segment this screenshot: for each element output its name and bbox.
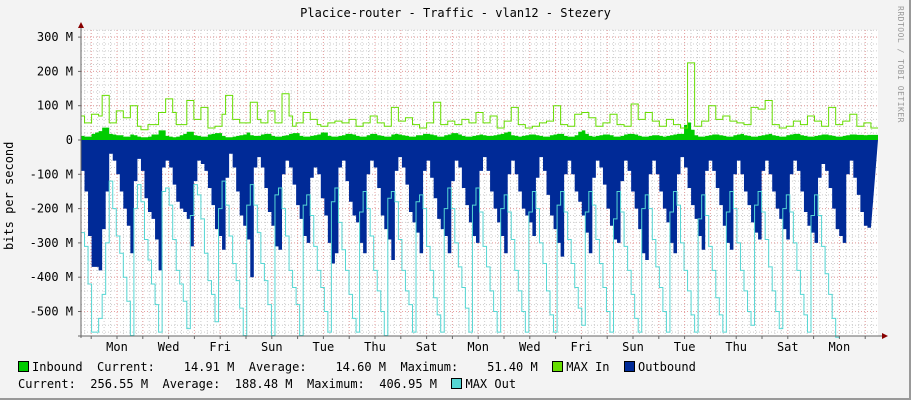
x-tick-label: Sun — [622, 340, 644, 354]
x-tick-label: Sat — [416, 340, 438, 354]
y-tick-label: 100 M — [37, 99, 73, 113]
x-tick-label: Sun — [261, 340, 283, 354]
x-tick-label: Fri — [571, 340, 593, 354]
y-tick-label: -300 M — [30, 236, 73, 250]
legend-inbound-label: Inbound — [32, 360, 83, 374]
legend-outbound-stats: Current: 256.55 M Average: 188.48 M Maxi… — [18, 377, 438, 391]
y-tick-label: -200 M — [30, 202, 73, 216]
legend-max-in-label: MAX In — [566, 360, 610, 374]
x-tick-label: Thu — [364, 340, 386, 354]
x-axis-arrow-icon — [882, 333, 888, 339]
max-in-swatch-icon — [552, 361, 564, 372]
x-tick-label: Mon — [467, 340, 489, 354]
x-tick-label: Mon — [829, 340, 851, 354]
x-tick-label: Sat — [777, 340, 799, 354]
max-in-line — [81, 62, 878, 131]
legend-row-outbound: Current: 256.55 M Average: 188.48 M Maxi… — [18, 377, 516, 391]
outbound-swatch-icon — [624, 361, 635, 372]
x-tick-label: Wed — [158, 340, 180, 354]
legend-max-out-label: MAX Out — [465, 377, 517, 391]
inbound-swatch-icon — [18, 361, 29, 372]
x-tick-label: Mon — [106, 340, 128, 354]
y-tick-label: 300 M — [37, 30, 73, 44]
legend-row-inbound: Inbound Current: 14.91 M Average: 14.60 … — [18, 360, 696, 374]
x-tick-label: Fri — [209, 340, 231, 354]
x-tick-label: Thu — [725, 340, 747, 354]
y-tick-label: -400 M — [30, 270, 73, 284]
y-tick-label: 0 — [66, 133, 73, 147]
inbound-area — [81, 122, 878, 140]
max-out-line — [81, 180, 840, 338]
legend-inbound-stats: Current: 14.91 M Average: 14.60 M Maximu… — [82, 360, 538, 374]
y-axis-arrow-icon — [78, 22, 84, 28]
y-tick-label: -500 M — [30, 305, 73, 319]
legend-outbound-label: Outbound — [638, 360, 696, 374]
chart-title: Placice-router - Traffic - vlan12 - Stez… — [300, 6, 611, 20]
y-tick-label: -100 M — [30, 167, 73, 181]
y-tick-label: 200 M — [37, 64, 73, 78]
x-tick-label: Tue — [313, 340, 335, 354]
max-out-swatch-icon — [451, 378, 463, 389]
x-tick-label: Wed — [519, 340, 541, 354]
watermark: RRDTOOL / TOBI OETIKER — [896, 6, 905, 123]
x-tick-label: Tue — [674, 340, 696, 354]
